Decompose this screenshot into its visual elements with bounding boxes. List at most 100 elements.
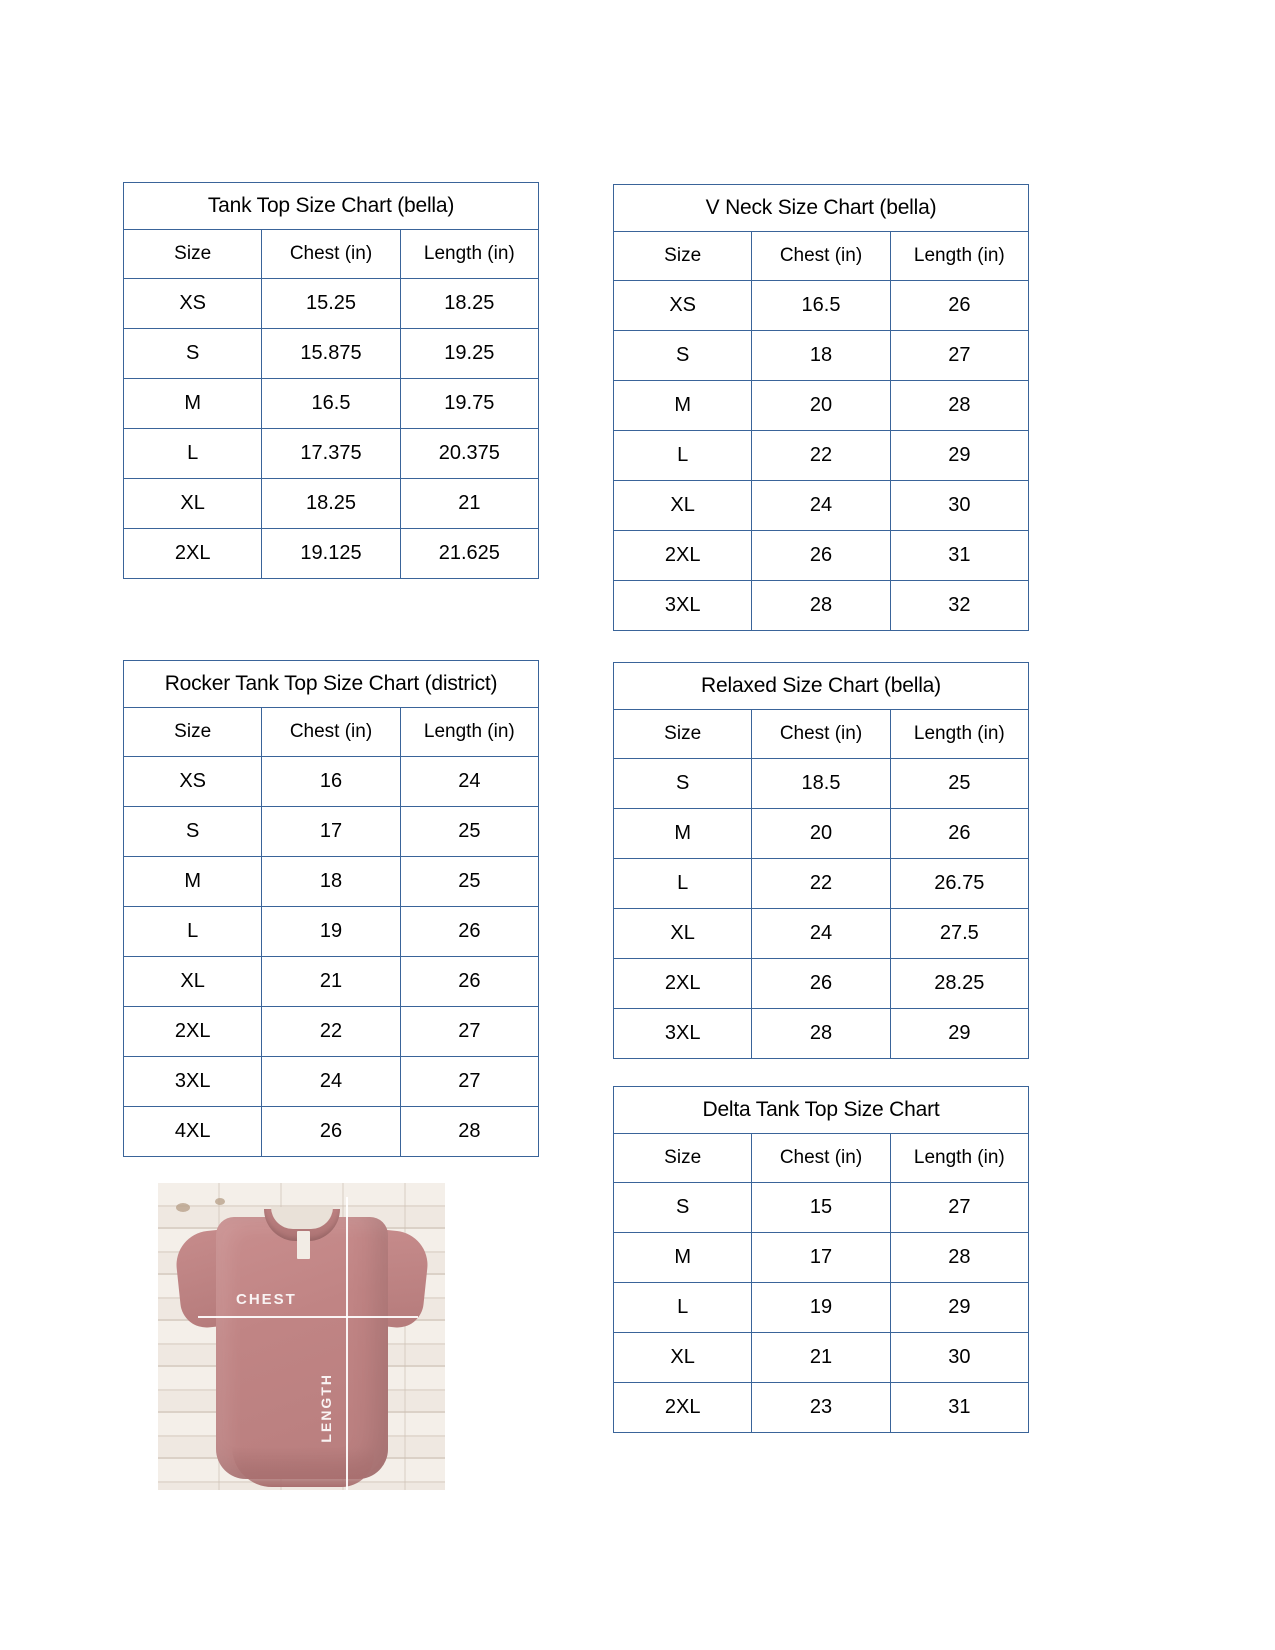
cell-chest: 18	[751, 330, 891, 381]
table-row: XS 16.5 26	[612, 280, 1030, 331]
cell-size: L	[122, 428, 263, 479]
column-header-chest: Chest (in)	[751, 231, 891, 281]
column-header-chest: Chest (in)	[261, 707, 401, 757]
cell-chest: 17	[261, 806, 401, 857]
cell-length: 30	[889, 480, 1030, 531]
cell-size: 2XL	[612, 1382, 753, 1433]
cell-size: XL	[612, 908, 753, 959]
table-row: 2XL 19.125 21.625	[122, 528, 540, 579]
column-header-size: Size	[122, 707, 263, 757]
table-header-row: Size Chest (in) Length (in)	[612, 1133, 1030, 1183]
table-title-row: V Neck Size Chart (bella)	[613, 184, 1029, 232]
column-header-length: Length (in)	[399, 707, 540, 757]
table-title-row: Tank Top Size Chart (bella)	[123, 182, 539, 230]
tshirt-body	[216, 1217, 388, 1479]
cell-length: 26	[889, 808, 1030, 859]
cell-size: 2XL	[122, 1006, 263, 1057]
table-row: 2XL 26 28.25	[612, 958, 1030, 1009]
table-row: 3XL 24 27	[122, 1056, 540, 1107]
column-header-length: Length (in)	[399, 229, 540, 279]
chart-v-neck-bella: V Neck Size Chart (bella) Size Chest (in…	[612, 184, 1030, 631]
cell-size: XL	[612, 1332, 753, 1383]
table-row: S 18 27	[612, 330, 1030, 381]
column-header-chest: Chest (in)	[261, 229, 401, 279]
cell-length: 24	[399, 756, 540, 807]
cell-size: M	[612, 380, 753, 431]
cell-chest: 16.5	[261, 378, 401, 429]
table-row: L 22 29	[612, 430, 1030, 481]
chest-measure-line	[198, 1316, 418, 1318]
cell-chest: 26	[751, 958, 891, 1009]
cell-chest: 18.25	[261, 478, 401, 529]
cell-length: 25	[399, 856, 540, 907]
cell-size: 3XL	[122, 1056, 263, 1107]
table-row: L 17.375 20.375	[122, 428, 540, 479]
table-row: L 22 26.75	[612, 858, 1030, 909]
column-header-chest: Chest (in)	[751, 1133, 891, 1183]
cell-chest: 15.875	[261, 328, 401, 379]
table-row: 2XL 26 31	[612, 530, 1030, 581]
cell-length: 25	[399, 806, 540, 857]
cell-length: 27.5	[889, 908, 1030, 959]
table-row: S 15.875 19.25	[122, 328, 540, 379]
chart-rocker-tank-top-district: Rocker Tank Top Size Chart (district) Si…	[122, 660, 540, 1157]
cell-size: S	[612, 1182, 753, 1233]
tshirt-graphic	[173, 1205, 431, 1487]
cell-size: M	[122, 378, 263, 429]
table-row: XL 18.25 21	[122, 478, 540, 529]
cell-length: 26.75	[889, 858, 1030, 909]
cell-size: L	[612, 1282, 753, 1333]
column-header-length: Length (in)	[889, 709, 1030, 759]
cell-chest: 24	[261, 1056, 401, 1107]
cell-size: 2XL	[612, 958, 753, 1009]
cell-chest: 28	[751, 1008, 891, 1059]
size-chart-table: Rocker Tank Top Size Chart (district) Si…	[122, 660, 540, 1157]
column-header-chest: Chest (in)	[751, 709, 891, 759]
table-row: 4XL 26 28	[122, 1106, 540, 1157]
column-header-size: Size	[122, 229, 263, 279]
cell-size: 3XL	[612, 580, 753, 631]
length-label: LENGTH	[318, 1373, 334, 1443]
cell-size: 3XL	[612, 1008, 753, 1059]
table-row: S 17 25	[122, 806, 540, 857]
column-header-size: Size	[612, 231, 753, 281]
size-chart-table: Tank Top Size Chart (bella) Size Chest (…	[122, 182, 540, 579]
chart-delta-tank-top: Delta Tank Top Size Chart Size Chest (in…	[612, 1086, 1030, 1433]
cell-chest: 28	[751, 580, 891, 631]
table-row: XL 21 30	[612, 1332, 1030, 1383]
cell-chest: 16	[261, 756, 401, 807]
cell-chest: 22	[751, 430, 891, 481]
table-title-row: Relaxed Size Chart (bella)	[613, 662, 1029, 710]
cell-length: 28	[889, 380, 1030, 431]
cell-chest: 24	[751, 480, 891, 531]
cell-length: 29	[889, 1008, 1030, 1059]
cell-size: XL	[612, 480, 753, 531]
cell-size: XS	[122, 756, 263, 807]
cell-length: 26	[399, 956, 540, 1007]
table-header-row: Size Chest (in) Length (in)	[122, 229, 540, 279]
cell-chest: 21	[261, 956, 401, 1007]
size-chart-table: Delta Tank Top Size Chart Size Chest (in…	[612, 1086, 1030, 1433]
cell-length: 28	[889, 1232, 1030, 1283]
cell-length: 29	[889, 430, 1030, 481]
table-row: S 15 27	[612, 1182, 1030, 1233]
table-row: M 17 28	[612, 1232, 1030, 1283]
cell-size: 2XL	[612, 530, 753, 581]
cell-chest: 20	[751, 808, 891, 859]
table-row: 2XL 23 31	[612, 1382, 1030, 1433]
cell-length: 27	[889, 1182, 1030, 1233]
table-row: 3XL 28 29	[612, 1008, 1030, 1059]
table-row: M 16.5 19.75	[122, 378, 540, 429]
cell-size: S	[612, 330, 753, 381]
table-header-row: Size Chest (in) Length (in)	[122, 707, 540, 757]
cell-chest: 15.25	[261, 278, 401, 329]
column-header-length: Length (in)	[889, 231, 1030, 281]
wood-knot-icon	[176, 1203, 190, 1212]
table-header-row: Size Chest (in) Length (in)	[612, 231, 1030, 281]
table-row: S 18.5 25	[612, 758, 1030, 809]
cell-length: 30	[889, 1332, 1030, 1383]
cell-chest: 19	[751, 1282, 891, 1333]
column-header-length: Length (in)	[889, 1133, 1030, 1183]
cell-chest: 26	[261, 1106, 401, 1157]
table-header-row: Size Chest (in) Length (in)	[612, 709, 1030, 759]
